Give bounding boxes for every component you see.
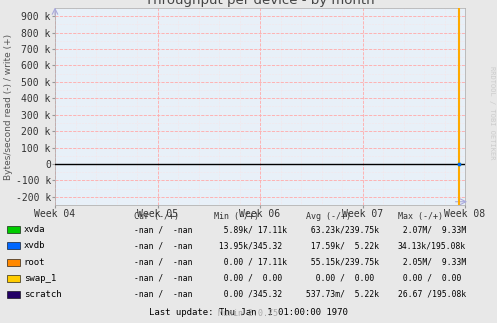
Text: 0.00 /  0.00: 0.00 / 0.00 bbox=[398, 274, 461, 283]
Text: 26.67 /195.08k: 26.67 /195.08k bbox=[398, 290, 466, 299]
Text: 34.13k/195.08k: 34.13k/195.08k bbox=[398, 241, 466, 250]
Text: 2.07M/  9.33M: 2.07M/ 9.33M bbox=[398, 225, 466, 234]
Text: 17.59k/  5.22k: 17.59k/ 5.22k bbox=[306, 241, 379, 250]
Text: 0.00 / 17.11k: 0.00 / 17.11k bbox=[214, 257, 287, 266]
Text: Min (-/+): Min (-/+) bbox=[214, 212, 259, 221]
Title: Throughput per device - by month: Throughput per device - by month bbox=[145, 0, 375, 7]
Text: swap_1: swap_1 bbox=[24, 274, 56, 283]
Text: 0.00 /  0.00: 0.00 / 0.00 bbox=[214, 274, 282, 283]
Text: root: root bbox=[24, 257, 45, 266]
Text: -nan /  -nan: -nan / -nan bbox=[134, 274, 193, 283]
Text: Cur (-/+): Cur (-/+) bbox=[134, 212, 179, 221]
Text: 0.00 /345.32: 0.00 /345.32 bbox=[214, 290, 282, 299]
Text: 2.05M/  9.33M: 2.05M/ 9.33M bbox=[398, 257, 466, 266]
Text: 5.89k/ 17.11k: 5.89k/ 17.11k bbox=[214, 225, 287, 234]
Text: 0.00 /  0.00: 0.00 / 0.00 bbox=[306, 274, 374, 283]
Text: Max (-/+): Max (-/+) bbox=[398, 212, 443, 221]
Text: 55.15k/239.75k: 55.15k/239.75k bbox=[306, 257, 379, 266]
Y-axis label: Bytes/second read (-) / write (+): Bytes/second read (-) / write (+) bbox=[4, 34, 13, 180]
Text: xvdb: xvdb bbox=[24, 241, 45, 250]
Text: Avg (-/+): Avg (-/+) bbox=[306, 212, 351, 221]
Text: -nan /  -nan: -nan / -nan bbox=[134, 290, 193, 299]
Text: Munin 2.0.75: Munin 2.0.75 bbox=[219, 309, 278, 318]
Text: 537.73m/  5.22k: 537.73m/ 5.22k bbox=[306, 290, 379, 299]
Text: -nan /  -nan: -nan / -nan bbox=[134, 241, 193, 250]
Text: 13.95k/345.32: 13.95k/345.32 bbox=[214, 241, 282, 250]
Text: Last update: Thu Jan  1 01:00:00 1970: Last update: Thu Jan 1 01:00:00 1970 bbox=[149, 307, 348, 317]
Text: 63.23k/239.75k: 63.23k/239.75k bbox=[306, 225, 379, 234]
Text: -nan /  -nan: -nan / -nan bbox=[134, 257, 193, 266]
Text: scratch: scratch bbox=[24, 290, 62, 299]
Text: xvda: xvda bbox=[24, 225, 45, 234]
Text: -nan /  -nan: -nan / -nan bbox=[134, 225, 193, 234]
Text: RRDTOOL / TOBI OETIKER: RRDTOOL / TOBI OETIKER bbox=[489, 66, 495, 160]
